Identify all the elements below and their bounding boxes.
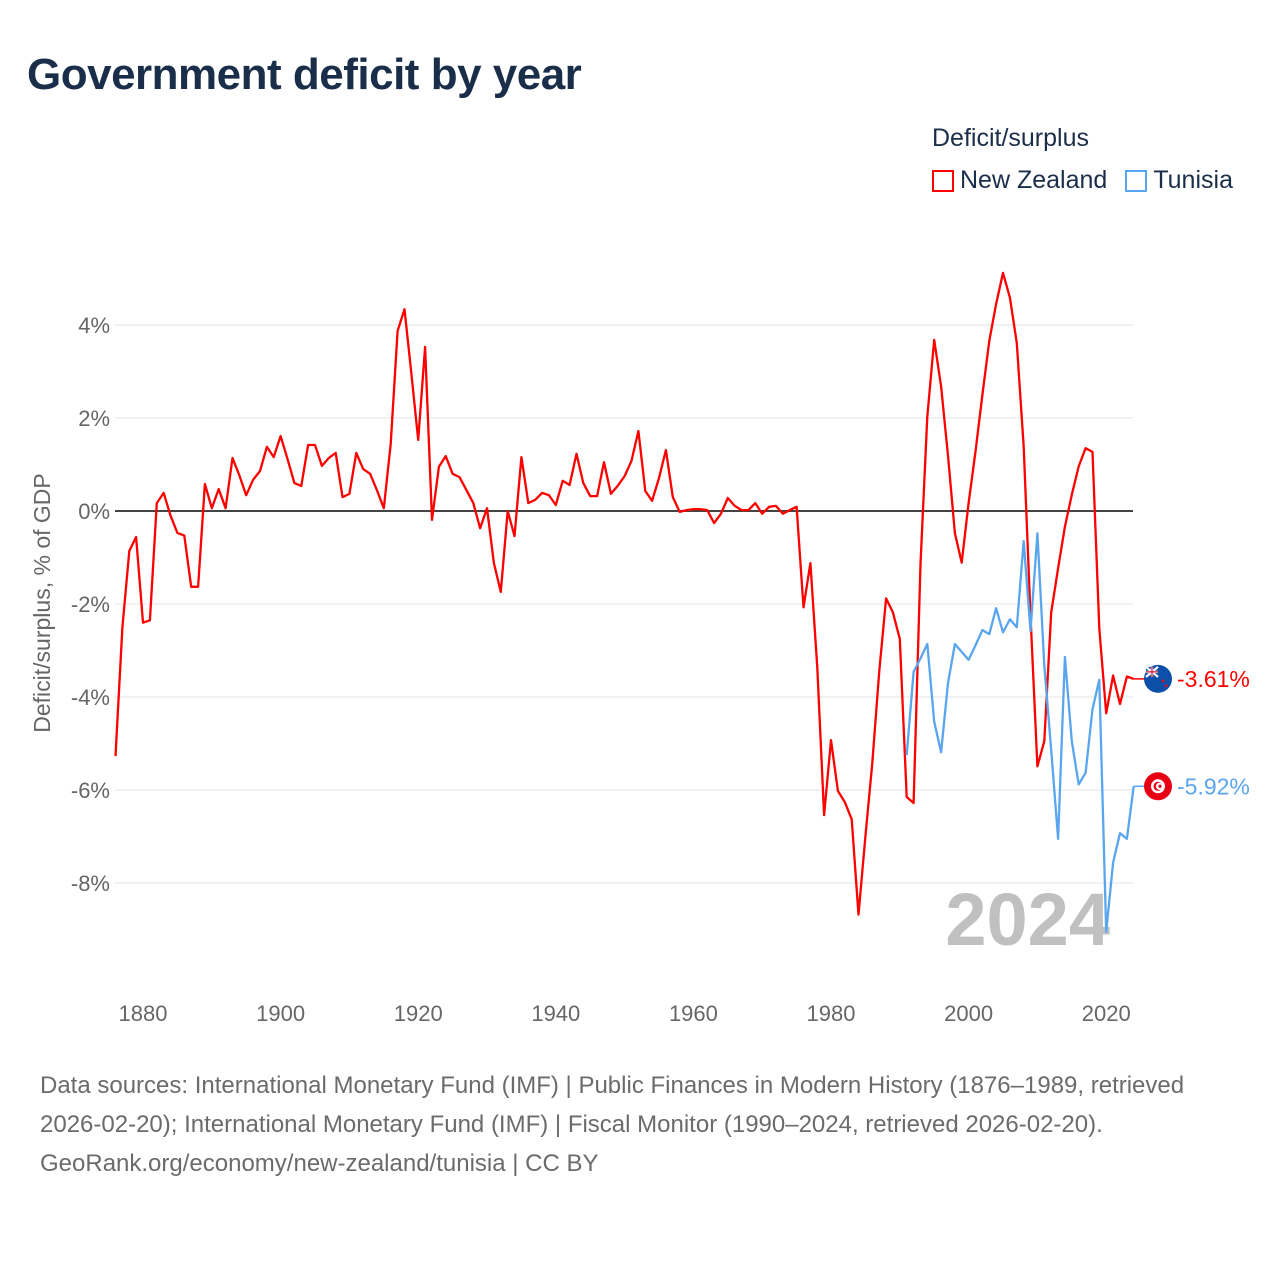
x-tick-label: 1980: [807, 1001, 856, 1026]
legend-title: Deficit/surplus: [932, 124, 1089, 152]
series: [114, 271, 1135, 933]
x-tick-label: 1880: [119, 1001, 168, 1026]
series-line-tunisia: [905, 532, 1135, 933]
end-value-label: -5.92%: [1177, 773, 1250, 799]
y-tick-label: -4%: [71, 685, 110, 710]
credit-link[interactable]: GeoRank.org/economy/new-zealand/tunisia …: [40, 1150, 599, 1177]
legend-item-new-zealand[interactable]: New Zealand: [932, 166, 1107, 195]
legend-item-tunisia[interactable]: Tunisia: [1125, 166, 1233, 195]
grid: 4% 2% 0% -2% -4% -6% -8% 1880 1900 1920 1940 1960 19…: [71, 313, 1133, 1026]
x-tick-label: 2000: [944, 1001, 993, 1026]
end-value-label: -3.61%: [1177, 666, 1250, 692]
x-tick-label: 1900: [256, 1001, 305, 1026]
flag-tunisia-icon: [1144, 772, 1172, 801]
legend-swatch: [1125, 169, 1148, 192]
flag-new-zealand-icon: [1144, 664, 1172, 693]
end-markers: -3.61% -5.92%: [1133, 664, 1250, 801]
y-tick-label: 2%: [78, 406, 110, 431]
y-tick-label: -8%: [71, 871, 110, 896]
x-tick-label: 2020: [1082, 1001, 1131, 1026]
chart-title: Government deficit by year: [27, 50, 582, 99]
y-tick-label: -2%: [71, 592, 110, 617]
star: [1164, 684, 1168, 688]
star: [1161, 679, 1165, 683]
footer: Data sources: International Monetary Fun…: [40, 1066, 1240, 1183]
legend-swatch: [932, 169, 954, 192]
y-axis-label: Deficit/surplus, % of GDP: [29, 473, 55, 732]
series-line-new-zealand: [114, 271, 1135, 916]
x-tick-label: 1940: [531, 1001, 580, 1026]
data-sources: Data sources: International Monetary Fun…: [40, 1072, 1185, 1138]
y-tick-label: -6%: [71, 778, 110, 803]
y-tick-label: 0%: [78, 499, 110, 524]
star: [1158, 784, 1162, 788]
year-watermark: 2024: [945, 878, 1110, 961]
x-tick-label: 1920: [394, 1001, 443, 1026]
legend-label: Tunisia: [1153, 166, 1233, 194]
union-jack-red: [1146, 666, 1158, 677]
y-tick-label: 4%: [78, 313, 110, 338]
legend-label: New Zealand: [960, 166, 1108, 194]
x-tick-label: 1960: [669, 1001, 718, 1026]
legend: New Zealand Tunisia: [932, 166, 1233, 195]
